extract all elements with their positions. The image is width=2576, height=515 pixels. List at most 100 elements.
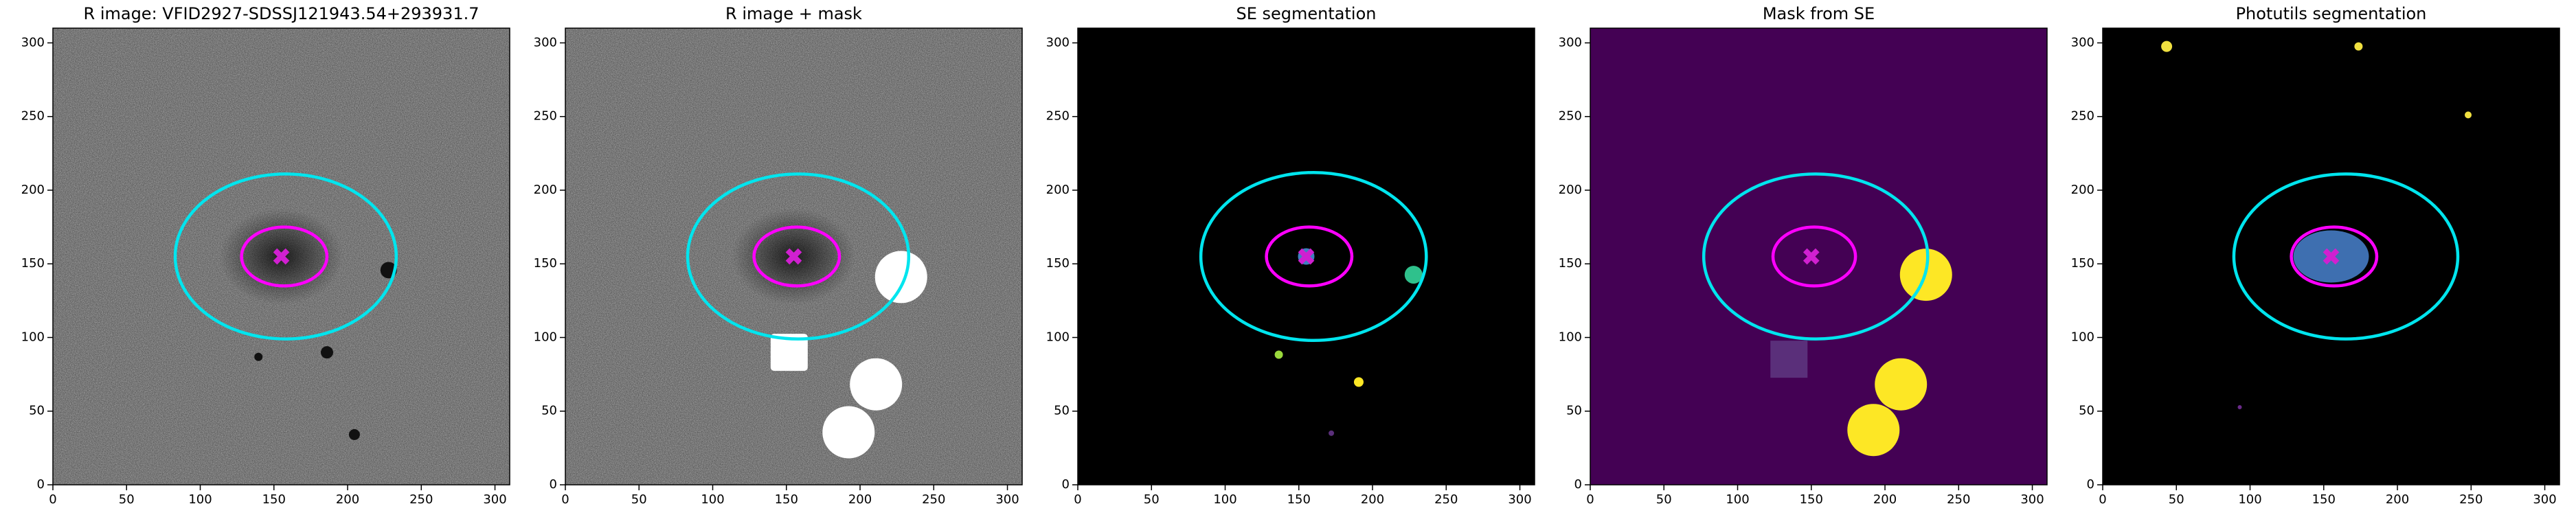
y-tick-label: 0 xyxy=(1062,477,1070,492)
marker xyxy=(273,248,290,265)
y-tick-label: 100 xyxy=(21,330,45,344)
x-tick-label: 200 xyxy=(336,492,359,507)
y-tick-label: 150 xyxy=(1046,256,1070,271)
ellipse xyxy=(1199,170,1428,343)
x-tick-label: 150 xyxy=(262,492,286,507)
star xyxy=(321,346,333,359)
mask-shape xyxy=(1875,358,1928,411)
star xyxy=(348,428,360,440)
panel-title: Photutils segmentation xyxy=(2236,4,2427,23)
marker xyxy=(1803,248,1820,265)
image xyxy=(53,28,510,485)
segment xyxy=(2465,111,2472,119)
y-tick-label: 0 xyxy=(1574,477,1582,492)
mask-shape xyxy=(1847,404,1900,457)
mask-shape xyxy=(1770,341,1808,378)
y-tick-label: 250 xyxy=(1046,109,1070,124)
ellipse xyxy=(240,225,329,288)
y-tick-label: 0 xyxy=(37,477,45,492)
y-tick-label: 250 xyxy=(2071,109,2094,124)
panel-title: R image: VFID2927-SDSSJ121943.54+293931.… xyxy=(84,4,479,23)
x-tick-label: 150 xyxy=(2312,492,2336,507)
x-tick-label: 100 xyxy=(1726,492,1749,507)
x-tick-label: 100 xyxy=(188,492,212,507)
x-tick-label: 50 xyxy=(119,492,135,507)
x-tick-label: 250 xyxy=(1434,492,1458,507)
y-tick-label: 200 xyxy=(2071,183,2094,197)
x-tick-label: 50 xyxy=(2169,492,2184,507)
x-tick-label: 200 xyxy=(1873,492,1897,507)
x-tick-label: 150 xyxy=(775,492,798,507)
panel-title: SE segmentation xyxy=(1236,4,1377,23)
y-tick-label: 200 xyxy=(1046,183,1070,197)
x-tick-label: 150 xyxy=(1800,492,1823,507)
x-tick-label: 250 xyxy=(922,492,945,507)
y-tick-label: 0 xyxy=(2087,477,2094,492)
x-tick-label: 0 xyxy=(1586,492,1594,507)
x-tick-label: 100 xyxy=(1213,492,1236,507)
ellipse xyxy=(1702,172,1930,341)
ellipse xyxy=(752,225,841,288)
x-tick-label: 300 xyxy=(2020,492,2044,507)
y-tick-label: 200 xyxy=(534,183,557,197)
y-tick-label: 300 xyxy=(1046,35,1070,49)
segment xyxy=(1274,350,1283,359)
y-tick-label: 200 xyxy=(1559,183,1582,197)
segment xyxy=(2161,41,2173,52)
ellipse xyxy=(173,172,398,341)
y-tick-label: 50 xyxy=(541,404,557,418)
y-tick-label: 250 xyxy=(534,109,557,124)
segment xyxy=(2354,42,2363,51)
y-tick-label: 300 xyxy=(21,35,45,49)
mask-shape xyxy=(770,334,808,371)
axes-frame xyxy=(565,27,1023,485)
axes-frame xyxy=(2102,27,2560,485)
ellipse xyxy=(1771,225,1857,288)
y-tick-label: 150 xyxy=(2071,256,2094,271)
ellipse xyxy=(686,172,911,341)
y-tick-label: 200 xyxy=(21,183,45,197)
segment xyxy=(1329,430,1335,436)
ellipse xyxy=(2232,172,2460,341)
y-tick-label: 300 xyxy=(1559,35,1582,49)
image xyxy=(1590,28,2047,485)
segment xyxy=(2237,404,2242,409)
y-tick-label: 300 xyxy=(534,35,557,49)
y-tick-label: 250 xyxy=(1559,109,1582,124)
x-tick-label: 300 xyxy=(1508,492,1531,507)
x-tick-label: 200 xyxy=(1361,492,1384,507)
axes-frame xyxy=(1077,27,1535,485)
image xyxy=(565,28,1022,485)
x-tick-label: 200 xyxy=(2386,492,2409,507)
panel-title: Mask from SE xyxy=(1763,4,1875,23)
x-tick-label: 100 xyxy=(2238,492,2261,507)
x-tick-label: 250 xyxy=(1947,492,1970,507)
x-tick-label: 300 xyxy=(483,492,506,507)
x-tick-label: 300 xyxy=(2533,492,2556,507)
y-tick-label: 150 xyxy=(21,256,45,271)
y-tick-label: 150 xyxy=(1559,256,1582,271)
axes-frame xyxy=(52,27,510,485)
x-tick-label: 300 xyxy=(995,492,1019,507)
marker xyxy=(1298,248,1315,265)
y-tick-label: 50 xyxy=(2079,404,2094,418)
mask-shape xyxy=(850,358,903,411)
x-tick-label: 0 xyxy=(2099,492,2106,507)
marker xyxy=(785,248,802,265)
x-tick-label: 50 xyxy=(1144,492,1160,507)
x-tick-label: 0 xyxy=(561,492,569,507)
x-tick-label: 0 xyxy=(1074,492,1081,507)
image xyxy=(1078,28,1535,485)
x-tick-label: 200 xyxy=(848,492,872,507)
mask-shape xyxy=(874,251,927,304)
y-tick-label: 50 xyxy=(1054,404,1070,418)
y-tick-label: 50 xyxy=(29,404,45,418)
segment xyxy=(1353,377,1364,387)
star xyxy=(254,352,263,361)
x-tick-label: 50 xyxy=(631,492,647,507)
y-tick-label: 100 xyxy=(2071,330,2094,344)
x-tick-label: 100 xyxy=(701,492,724,507)
y-tick-label: 0 xyxy=(550,477,557,492)
image-bg xyxy=(1590,28,2047,485)
